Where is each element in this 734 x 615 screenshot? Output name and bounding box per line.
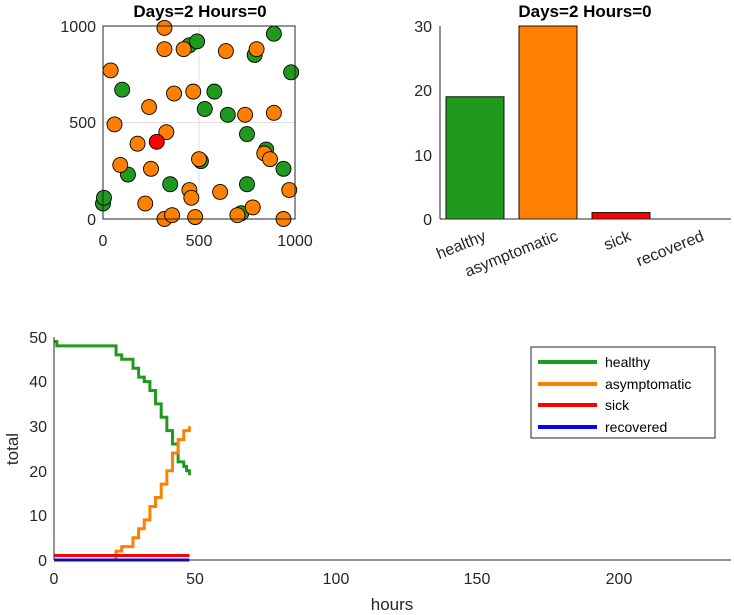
line-yticks: 0 10 20 30 40 50 bbox=[29, 330, 47, 570]
legend-label-healthy: healthy bbox=[605, 354, 650, 370]
line-xtick-200: 200 bbox=[606, 571, 633, 588]
scatter-point-healthy bbox=[239, 176, 255, 193]
scatter-ytick-0: 0 bbox=[87, 212, 96, 229]
scatter-point-asymptomatic bbox=[185, 83, 202, 100]
scatter-point-asymptomatic bbox=[191, 151, 207, 168]
bar-label-recovered: recovered bbox=[634, 228, 706, 270]
scatter-point-asymptomatic bbox=[143, 160, 159, 177]
scatter-point-asymptomatic bbox=[281, 182, 298, 199]
line-ytick-20: 20 bbox=[29, 464, 47, 481]
scatter-point-asymptomatic bbox=[137, 195, 154, 212]
scatter-point-asymptomatic bbox=[156, 41, 173, 58]
legend-label-recovered: recovered bbox=[605, 419, 667, 435]
scatter-point-asymptomatic bbox=[156, 19, 173, 36]
bar-yticks: 0 10 20 30 bbox=[414, 19, 432, 229]
scatter-panel: Days=2 Hours=0 0 500 1000 0 500 1000 bbox=[60, 2, 312, 250]
bar-sick bbox=[591, 212, 651, 220]
line-ylabel: total bbox=[3, 433, 22, 465]
scatter-point-sick bbox=[148, 133, 165, 150]
line-ytick-0: 0 bbox=[38, 553, 47, 570]
scatter-point-healthy bbox=[96, 189, 112, 206]
scatter-point-healthy bbox=[196, 101, 213, 117]
scatter-axes-box bbox=[102, 25, 296, 220]
series-line-healthy bbox=[54, 339, 191, 476]
line-ytick-30: 30 bbox=[29, 419, 47, 436]
scatter-point-healthy bbox=[114, 81, 131, 98]
scatter-point-asymptomatic bbox=[164, 207, 181, 224]
bar-ytick-0: 0 bbox=[423, 212, 432, 229]
scatter-point-asymptomatic bbox=[158, 124, 175, 141]
scatter-point-asymptomatic bbox=[237, 106, 254, 123]
scatter-grid bbox=[103, 26, 295, 219]
bar-ytick-10: 10 bbox=[414, 148, 432, 165]
bar-ytick-30: 30 bbox=[414, 19, 432, 36]
bar-category-labels: healthy asymptomatic sick recovered bbox=[434, 228, 706, 281]
line-panel: 0 10 20 30 40 50 0 50 100 150 200 hours … bbox=[3, 330, 731, 614]
bar-panel: Days=2 Hours=0 0 10 20 30 healthy asympt… bbox=[414, 2, 731, 281]
scatter-point-asymptomatic bbox=[212, 184, 229, 200]
scatter-xtick-1000: 1000 bbox=[277, 233, 313, 250]
scatter-point-asymptomatic bbox=[183, 189, 200, 206]
scatter-point-healthy bbox=[219, 106, 236, 123]
scatter-point-healthy bbox=[275, 160, 292, 177]
scatter-point-asymptomatic bbox=[262, 151, 278, 168]
line-ytick-40: 40 bbox=[29, 374, 47, 391]
bar-title: Days=2 Hours=0 bbox=[518, 2, 651, 21]
scatter-point-healthy bbox=[206, 83, 223, 100]
bar-asymptomatic bbox=[518, 25, 578, 220]
legend: healthy asymptomatic sick recovered bbox=[530, 346, 716, 439]
line-xtick-150: 150 bbox=[464, 571, 491, 588]
bar-ytick-20: 20 bbox=[414, 83, 432, 100]
scatter-point-asymptomatic bbox=[175, 41, 192, 58]
scatter-point-asymptomatic bbox=[265, 104, 282, 121]
scatter-point-healthy bbox=[189, 33, 206, 50]
scatter-point-healthy bbox=[265, 25, 282, 42]
scatter-point-asymptomatic bbox=[187, 209, 204, 226]
scatter-point-asymptomatic bbox=[166, 85, 182, 102]
line-xtick-50: 50 bbox=[186, 571, 204, 588]
scatter-title: Days=2 Hours=0 bbox=[133, 2, 266, 21]
scatter-point-asymptomatic bbox=[244, 199, 261, 216]
bars bbox=[445, 25, 651, 220]
line-xlabel: hours bbox=[371, 595, 414, 614]
scatter-ytick-1000: 1000 bbox=[60, 19, 96, 36]
line-xtick-0: 0 bbox=[50, 571, 59, 588]
scatter-point-asymptomatic bbox=[102, 62, 119, 79]
line-ytick-50: 50 bbox=[29, 330, 47, 347]
scatter-point-asymptomatic bbox=[248, 41, 265, 58]
legend-label-asymptomatic: asymptomatic bbox=[605, 376, 691, 392]
scatter-point-healthy bbox=[283, 64, 300, 81]
scatter-point-asymptomatic bbox=[112, 157, 129, 173]
scatter-xtick-0: 0 bbox=[99, 233, 108, 250]
scatter-point-healthy bbox=[239, 126, 255, 143]
line-xticks: 0 50 100 150 200 bbox=[50, 571, 633, 588]
scatter-point-asymptomatic bbox=[129, 135, 146, 152]
scatter-ticks: 0 500 1000 0 500 1000 bbox=[60, 19, 312, 250]
line-ytick-10: 10 bbox=[29, 508, 47, 525]
series-lines bbox=[54, 339, 191, 562]
bar-label-sick: sick bbox=[602, 228, 635, 254]
scatter-point-asymptomatic bbox=[141, 99, 158, 116]
scatter-point-asymptomatic bbox=[229, 207, 246, 224]
scatter-point-asymptomatic bbox=[217, 43, 234, 60]
scatter-xtick-500: 500 bbox=[186, 233, 213, 250]
scatter-point-healthy bbox=[162, 176, 179, 193]
scatter-ytick-500: 500 bbox=[69, 115, 96, 132]
bar-healthy bbox=[445, 96, 505, 220]
scatter-points bbox=[95, 19, 300, 227]
series-line-asymptomatic bbox=[54, 426, 191, 562]
line-xtick-100: 100 bbox=[323, 571, 350, 588]
legend-label-sick: sick bbox=[605, 397, 630, 413]
scatter-point-asymptomatic bbox=[106, 116, 123, 133]
